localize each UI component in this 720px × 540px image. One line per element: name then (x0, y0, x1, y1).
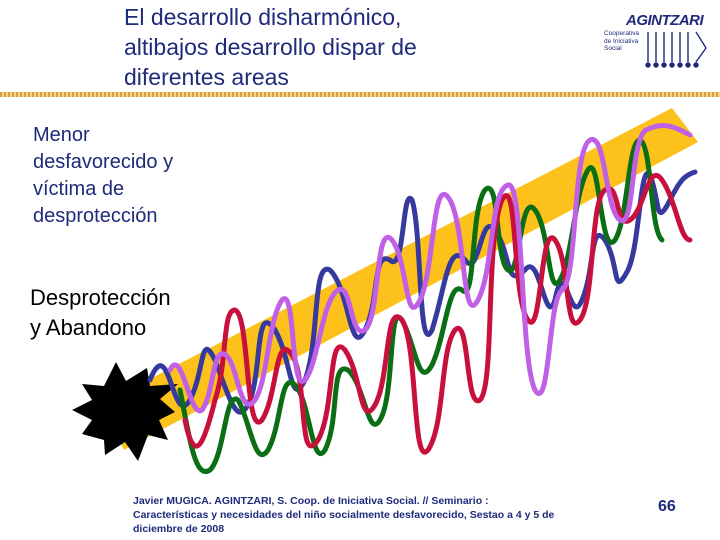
label-bottom-line-2: y Abandono (30, 315, 147, 340)
label-top-line-2: desfavorecido y (33, 151, 174, 173)
footer-line-2: Características y necesidades del niño s… (133, 509, 555, 521)
wave-line-navy (147, 169, 698, 415)
title-line-3: diferentes areas (124, 64, 289, 90)
wave-line-green (177, 137, 665, 474)
agintzari-logo: AGINTZARI Cooperativa de Iniciativa Soci… (598, 8, 716, 74)
label-desproteccion-abandono: Desprotección y Abandono (30, 283, 230, 343)
label-top-line-4: desprotección (33, 205, 158, 227)
slide-title: El desarrollo disharmónico, altibajos de… (124, 2, 544, 92)
footer-line-1: Javier MUGICA. AGINTZARI, S. Coop. de In… (133, 495, 489, 507)
development-diagram (72, 108, 698, 474)
label-top-line-1: Menor (33, 124, 90, 146)
logo-name: AGINTZARI (626, 12, 704, 29)
logo-sub-3: Social (604, 45, 622, 52)
wave-line-red (182, 173, 693, 455)
logo-subtitle: Cooperativa de Iniciativa Social (604, 30, 644, 53)
diagonal-band (100, 108, 698, 450)
logo-mark-icon (645, 31, 707, 68)
page-number: 66 (658, 498, 676, 515)
title-divider (0, 92, 720, 97)
logo-sub-1: Cooperativa (604, 30, 640, 37)
logo-sub-2: de Iniciativa (604, 37, 639, 45)
burst-shape (72, 362, 178, 461)
wave-line-violet (167, 122, 693, 414)
footer-credit: Javier MUGICA. AGINTZARI, S. Coop. de In… (133, 494, 633, 536)
label-bottom-line-1: Desprotección (30, 285, 171, 310)
label-menor-desfavorecido: Menor desfavorecido y víctima de desprot… (33, 122, 233, 230)
title-line-1: El desarrollo disharmónico, (124, 4, 402, 30)
footer-line-3: diciembre de 2008 (133, 523, 225, 535)
title-line-2: altibajos desarrollo dispar de (124, 34, 417, 60)
label-top-line-3: víctima de (33, 178, 125, 200)
